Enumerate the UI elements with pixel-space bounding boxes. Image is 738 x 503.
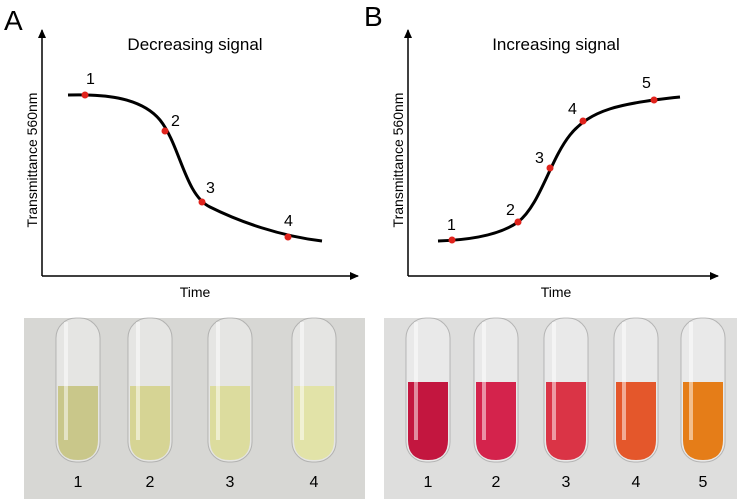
y-axis-label: Transmittance 560nm xyxy=(24,93,40,228)
tube-highlight xyxy=(64,322,68,440)
point-label: 1 xyxy=(86,71,95,88)
point-label: 2 xyxy=(506,202,515,219)
point-label: 3 xyxy=(535,150,544,167)
point xyxy=(579,117,587,125)
point xyxy=(514,218,522,226)
point-label: 3 xyxy=(206,180,215,197)
panel-letter: A xyxy=(4,5,23,36)
tube-highlight xyxy=(622,322,626,440)
tube-label: 2 xyxy=(492,474,501,491)
tube-highlight xyxy=(689,322,693,440)
panel-title: Decreasing signal xyxy=(127,35,262,54)
y-axis-label: Transmittance 560nm xyxy=(390,93,406,228)
curve-points xyxy=(448,96,658,244)
point xyxy=(546,164,554,172)
x-axis-label: Time xyxy=(541,284,572,300)
x-axis-label: Time xyxy=(180,284,211,300)
tubes: 1 2 3 4 1 2 3 4 5 xyxy=(55,317,726,491)
tube-highlight xyxy=(136,322,140,440)
curve xyxy=(437,95,681,243)
panel-title: Increasing signal xyxy=(492,35,620,54)
point xyxy=(198,198,206,206)
curve-points xyxy=(81,91,292,241)
tube-label: 3 xyxy=(226,474,235,491)
point-label: 4 xyxy=(568,101,577,118)
point-label: 4 xyxy=(284,213,293,230)
tube-label: 1 xyxy=(74,474,83,491)
tube-label: 3 xyxy=(562,474,571,491)
point xyxy=(161,127,169,135)
point-label: 2 xyxy=(171,113,180,130)
panel-letter: B xyxy=(364,1,383,32)
tube-highlight xyxy=(216,322,220,440)
tube-label: 1 xyxy=(424,474,433,491)
point xyxy=(81,91,89,99)
tube-highlight xyxy=(552,322,556,440)
tube-label: 4 xyxy=(632,474,641,491)
point xyxy=(284,233,292,241)
tube-highlight xyxy=(414,322,418,440)
curve xyxy=(67,93,323,243)
point-label: 5 xyxy=(642,75,651,92)
tube-highlight xyxy=(300,322,304,440)
tube-highlight xyxy=(482,322,486,440)
tube-label: 4 xyxy=(310,474,319,491)
point-label: 1 xyxy=(447,217,456,234)
point xyxy=(448,236,456,244)
tube-label: 5 xyxy=(699,474,708,491)
point xyxy=(650,96,658,104)
tube-label: 2 xyxy=(146,474,155,491)
